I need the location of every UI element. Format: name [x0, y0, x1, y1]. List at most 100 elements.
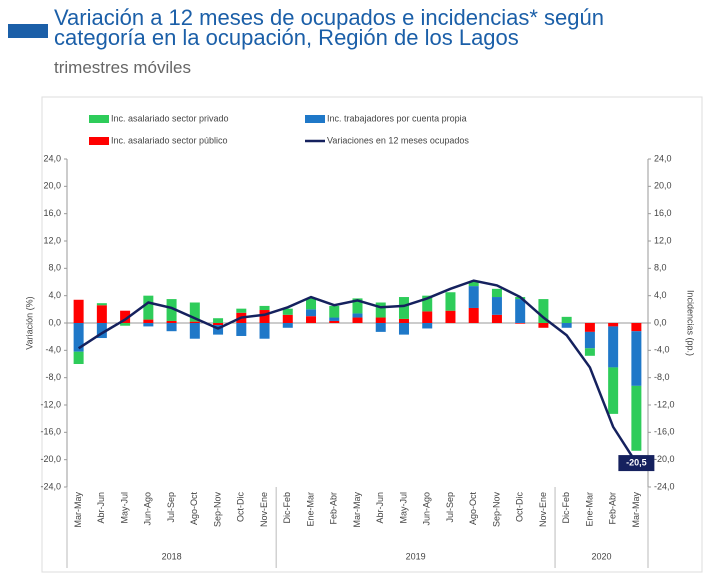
bar-segment — [236, 323, 247, 336]
bar-segment — [608, 323, 619, 327]
bar-segment — [515, 323, 526, 324]
x-tick-label: Ene-Mar — [305, 492, 315, 527]
bar-segment — [398, 318, 409, 323]
bar-segment — [398, 323, 409, 335]
bar-segment — [259, 310, 270, 323]
bar-segment — [236, 308, 247, 313]
legend-swatch — [89, 115, 109, 123]
bar-segment — [352, 317, 363, 323]
y-tick-label: -24,0 — [40, 481, 61, 491]
y2-tick-label: -8,0 — [654, 372, 670, 382]
y2-tick-label: -16,0 — [654, 427, 675, 437]
y2-tick-label: -4,0 — [654, 345, 670, 355]
legend-label: Inc. trabajadores por cuenta propia — [327, 113, 467, 123]
x-tick-label: May-Jul — [119, 492, 129, 524]
x-tick-label: Ago-Oct — [189, 492, 199, 526]
chart-frame — [41, 96, 703, 573]
bar-segment — [166, 320, 177, 323]
y-tick-label: -8,0 — [45, 372, 61, 382]
x-tick-label: Abr-Jun — [96, 492, 106, 524]
bar-segment — [375, 302, 386, 318]
y2-axis-label: Incidencias (pp.) — [686, 290, 696, 356]
bar-segment — [468, 307, 479, 323]
bar-segment — [631, 331, 642, 386]
bar-segment — [73, 299, 84, 323]
bar-segment — [282, 308, 293, 315]
bar-segment — [213, 323, 224, 326]
legend-label: Variaciones en 12 meses ocupados — [327, 135, 469, 145]
chart-title: Variación a 12 meses de ocupados e incid… — [54, 5, 604, 50]
y2-tick-label: 8,0 — [654, 263, 667, 273]
bar-segment — [584, 331, 595, 349]
value-label-box — [618, 455, 655, 472]
bar-segment — [213, 318, 224, 323]
legend-label: Inc. asalariado sector público — [111, 135, 228, 145]
bar-segment — [120, 323, 131, 326]
group-label: 2019 — [406, 551, 426, 561]
bar-segment — [352, 313, 363, 318]
x-tick-label: Oct-Dic — [515, 492, 525, 522]
bar-segment — [96, 305, 107, 323]
bar-segment — [608, 326, 619, 368]
y-tick-label: 8,0 — [48, 263, 61, 273]
y2-tick-label: 16,0 — [654, 208, 672, 218]
y-tick-label: 0,0 — [48, 317, 61, 327]
y2-tick-label: 24,0 — [654, 153, 672, 163]
y2-tick-label: 20,0 — [654, 181, 672, 191]
bar-segment — [515, 299, 526, 323]
bar-segment — [213, 325, 224, 335]
x-tick-label: Abr-Jun — [375, 492, 385, 524]
bar-segment — [166, 299, 177, 321]
x-tick-label: Feb-Abr — [608, 492, 618, 525]
bar-segment — [398, 297, 409, 319]
x-tick-label: May-Jul — [398, 492, 408, 524]
bar-segment — [375, 317, 386, 323]
y-axis-label: Variación (%) — [24, 296, 34, 349]
bar-segment — [166, 323, 177, 332]
x-tick-label: Sep-Nov — [212, 492, 222, 528]
x-tick-label: Sep-Nov — [491, 492, 501, 528]
x-tick-label: Ene-Mar — [584, 492, 594, 527]
y2-tick-label: -24,0 — [654, 481, 675, 491]
line-series — [77, 279, 638, 464]
bar-segment — [73, 351, 84, 364]
y2-tick-label: -12,0 — [654, 399, 675, 409]
bar-segment — [445, 292, 456, 311]
bar-segment — [329, 320, 340, 323]
x-tick-label: Dic-Feb — [561, 492, 571, 524]
y-tick-label: 4,0 — [48, 290, 61, 300]
bar-segment — [468, 286, 479, 308]
y-tick-label: -4,0 — [45, 345, 61, 355]
bar-segment — [538, 323, 549, 328]
bar-segment — [422, 295, 433, 312]
bar-segment — [306, 309, 317, 317]
group-label: 2020 — [592, 551, 612, 561]
title-marker — [8, 24, 48, 38]
bar-segment — [96, 323, 107, 339]
legend-swatch — [89, 137, 109, 145]
header: Variación a 12 meses de ocupados e incid… — [0, 0, 703, 92]
bar-segment — [306, 298, 317, 310]
value-label: -20,5 — [626, 457, 647, 467]
bar-segment — [143, 323, 154, 327]
y2-tick-label: 12,0 — [654, 235, 672, 245]
bar-segment — [561, 316, 572, 323]
bar-segment — [491, 314, 502, 323]
x-tick-label: Mar-May — [352, 492, 362, 528]
bar-segment — [631, 385, 642, 451]
x-tick-label: Oct-Dic — [236, 492, 246, 522]
x-tick-label: Jul-Sep — [166, 492, 176, 523]
legend-swatch — [305, 115, 325, 123]
y-tick-label: 24,0 — [43, 153, 61, 163]
y2-tick-label: 4,0 — [654, 290, 667, 300]
y-tick-label: 12,0 — [43, 235, 61, 245]
y-tick-label: 20,0 — [43, 181, 61, 191]
y2-tick-label: -20,0 — [654, 454, 675, 464]
legend-label: Inc. asalariado sector privado — [111, 113, 229, 123]
bar-segment — [189, 321, 200, 323]
bar-segment — [584, 323, 595, 332]
bar-segment — [143, 319, 154, 323]
bar-segment — [561, 323, 572, 328]
y-tick-label: -12,0 — [40, 399, 61, 409]
